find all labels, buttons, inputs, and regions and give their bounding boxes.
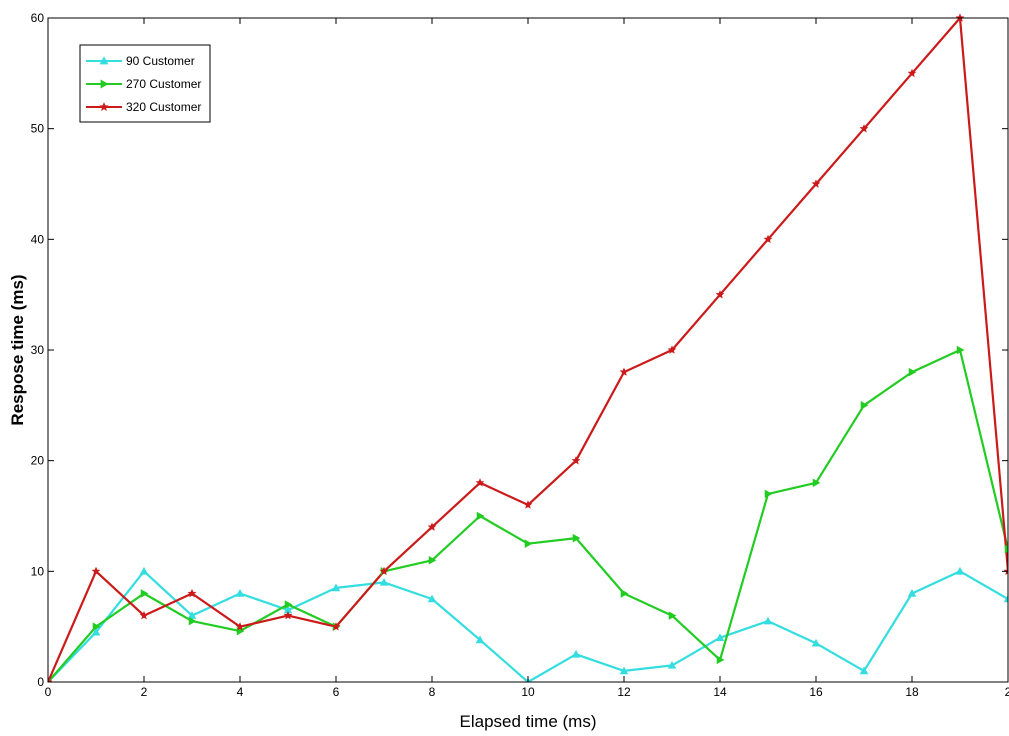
data-point-270-customer: [908, 367, 917, 377]
x-tick-label: 4: [237, 685, 244, 699]
legend-label: 90 Customer: [126, 54, 195, 68]
data-point-90-customer: [955, 566, 965, 575]
data-point-90-customer: [91, 627, 101, 636]
legend-items: 90 Customer 270 Customer 320 Customer: [86, 54, 201, 114]
x-axis-label: Elapsed time (ms): [460, 712, 597, 731]
data-point-320-customer: [811, 179, 821, 188]
data-point-90-customer: [475, 635, 485, 644]
x-tick-label: 18: [905, 685, 919, 699]
x-tick-label: 10: [521, 685, 535, 699]
data-point-90-customer: [763, 616, 773, 625]
data-point-320-customer: [523, 500, 533, 509]
x-axis-ticks: 0 2 4 6 8 10 12 14 16 18 2: [45, 18, 1009, 699]
data-point-270-customer: [572, 533, 581, 543]
data-point-90-customer: [619, 666, 629, 675]
data-point-270-customer: [668, 611, 677, 620]
data-point-320-customer: [907, 68, 917, 78]
x-tick-label: 2: [1005, 685, 1009, 699]
data-point-320-customer: [187, 588, 197, 598]
data-point-320-customer: [859, 124, 869, 133]
data-point-90-customer: [667, 660, 677, 669]
data-point-270-customer: [620, 589, 629, 598]
legend-label: 320 Customer: [126, 100, 201, 114]
y-tick-label: 60: [31, 11, 45, 25]
legend: 90 Customer 270 Customer 320 Customer: [79, 44, 211, 123]
data-point-320-customer: [763, 234, 773, 244]
x-tick-label: 6: [333, 685, 340, 699]
data-point-270-customer: [812, 478, 821, 488]
legend-swatch-marker: [99, 56, 109, 65]
x-tick-label: 0: [45, 685, 52, 699]
data-point-90-customer: [571, 649, 581, 658]
data-point-90-customer: [235, 589, 245, 597]
x-tick-label: 16: [809, 685, 823, 699]
data-point-270-customer: [524, 539, 533, 548]
y-tick-label: 0: [37, 675, 44, 689]
y-tick-label: 10: [31, 564, 45, 578]
data-point-90-customer: [427, 594, 437, 603]
data-point-320-customer: [379, 566, 389, 576]
data-point-320-customer: [475, 478, 485, 487]
legend-item-270-customer: 270 Customer: [86, 77, 201, 91]
data-point-270-customer: [188, 616, 197, 626]
legend-item-90-customer: 90 Customer: [86, 54, 195, 68]
data-point-320-customer: [91, 566, 101, 576]
x-tick-label: 2: [141, 685, 148, 699]
y-tick-label: 20: [31, 454, 45, 468]
data-point-320-customer: [427, 522, 437, 531]
x-tick-label: 8: [429, 685, 436, 699]
y-axis-label: Respose time (ms): [8, 274, 27, 425]
data-point-320-customer: [667, 345, 677, 354]
data-point-320-customer: [571, 456, 581, 465]
data-point-320-customer: [283, 610, 293, 620]
data-point-270-customer: [140, 589, 149, 598]
data-point-270-customer: [764, 489, 773, 499]
series-markers: [48, 13, 1008, 682]
legend-swatch-marker: [99, 102, 109, 111]
data-point-270-customer: [716, 655, 725, 665]
data-point-270-customer: [956, 345, 965, 355]
data-point-320-customer: [235, 622, 245, 631]
legend-item-320-customer: 320 Customer: [86, 100, 201, 114]
data-point-320-customer: [331, 622, 341, 631]
data-point-90-customer: [187, 611, 197, 619]
legend-label: 270 Customer: [126, 77, 201, 91]
data-point-270-customer: [476, 511, 485, 521]
data-point-270-customer: [1004, 544, 1008, 554]
plot-area: [48, 18, 1008, 682]
x-tick-label: 14: [713, 685, 727, 699]
data-point-90-customer: [811, 638, 821, 647]
y-tick-label: 50: [31, 122, 45, 136]
data-point-270-customer: [92, 622, 101, 631]
data-point-320-customer: [715, 290, 725, 299]
y-tick-label: 40: [31, 232, 45, 246]
y-tick-label: 30: [31, 343, 45, 357]
data-point-90-customer: [907, 589, 917, 597]
data-point-90-customer: [139, 566, 149, 575]
data-point-270-customer: [284, 600, 293, 609]
data-point-270-customer: [860, 401, 869, 410]
data-point-90-customer: [715, 633, 725, 642]
data-point-90-customer: [379, 577, 389, 586]
data-point-320-customer: [48, 677, 53, 682]
data-point-320-customer: [139, 610, 149, 620]
data-point-90-customer: [1003, 594, 1008, 603]
series-line-90-customer: [48, 570, 1008, 682]
data-point-90-customer: [331, 583, 341, 592]
data-point-90-customer: [859, 666, 869, 675]
data-point-320-customer: [619, 367, 629, 376]
legend-swatch-marker: [100, 79, 109, 89]
data-point-270-customer: [428, 555, 437, 565]
x-tick-label: 12: [617, 685, 631, 699]
y-axis-ticks: 0 10 20 30 40 50 60: [31, 11, 1008, 689]
